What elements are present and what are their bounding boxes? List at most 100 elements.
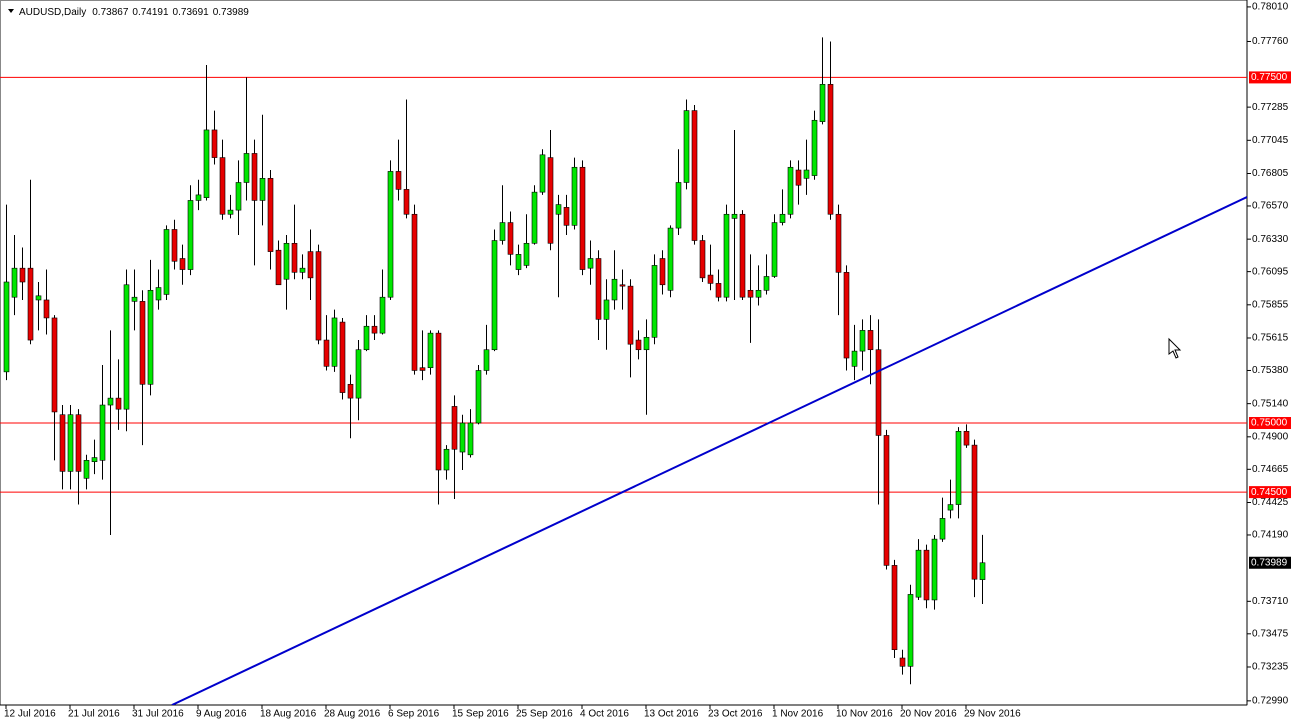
candle-body bbox=[947, 504, 954, 511]
candle-body bbox=[907, 594, 914, 667]
candle-body bbox=[779, 213, 786, 223]
y-tick-label: 0.76095 bbox=[1252, 266, 1289, 277]
candle-body bbox=[659, 258, 666, 286]
candle-body bbox=[643, 336, 650, 351]
x-tick-label: 20 Nov 2016 bbox=[900, 709, 957, 720]
candle-body bbox=[275, 249, 282, 286]
candle-body bbox=[875, 349, 882, 436]
candle-body bbox=[187, 200, 194, 270]
candle-body bbox=[131, 296, 138, 302]
candle-body bbox=[963, 430, 970, 446]
candle-body bbox=[835, 213, 842, 273]
candle-body bbox=[867, 330, 874, 351]
mouse-cursor bbox=[1168, 337, 1182, 359]
header-low: 0.73691 bbox=[173, 7, 210, 18]
candle-body bbox=[971, 444, 978, 580]
candle-body bbox=[955, 430, 962, 505]
y-tick-label: 0.74425 bbox=[1252, 497, 1289, 508]
candle-body bbox=[683, 110, 690, 183]
candle-body bbox=[43, 299, 50, 319]
x-tick-label: 12 Jul 2016 bbox=[4, 709, 56, 720]
candle-body bbox=[251, 153, 258, 201]
candle-body bbox=[611, 278, 618, 301]
candle-body bbox=[371, 325, 378, 334]
level-label-box bbox=[1249, 417, 1291, 429]
candle-body bbox=[675, 182, 682, 229]
candle-body bbox=[307, 251, 314, 279]
candle-body bbox=[555, 204, 562, 215]
y-tick-label: 0.74665 bbox=[1252, 464, 1289, 475]
candles bbox=[3, 37, 986, 685]
candle-body bbox=[211, 129, 218, 158]
x-tick-label: 21 Jul 2016 bbox=[68, 709, 120, 720]
y-tick-label: 0.73475 bbox=[1252, 628, 1289, 639]
y-tick-label: 0.73710 bbox=[1252, 596, 1289, 607]
candle-body bbox=[395, 171, 402, 190]
level-label-box bbox=[1249, 71, 1291, 84]
y-tick-label: 0.75855 bbox=[1252, 299, 1289, 310]
x-tick-label: 15 Sep 2016 bbox=[452, 709, 509, 720]
y-tick-label: 0.75615 bbox=[1252, 333, 1289, 344]
candle-body bbox=[499, 222, 506, 241]
candle-body bbox=[35, 295, 42, 301]
candle-body bbox=[795, 169, 802, 186]
candle-body bbox=[723, 213, 730, 298]
candle-body bbox=[403, 189, 410, 215]
candle-body bbox=[107, 397, 114, 406]
candle-body bbox=[851, 350, 858, 367]
candle-body bbox=[619, 284, 626, 287]
candle-body bbox=[67, 414, 74, 472]
candle-body bbox=[507, 222, 514, 255]
candle-body bbox=[347, 383, 354, 399]
candle-body bbox=[467, 422, 474, 456]
candle-body bbox=[219, 157, 226, 215]
candle-body bbox=[731, 213, 738, 219]
candle-body bbox=[787, 166, 794, 215]
candle-body bbox=[667, 227, 674, 291]
x-tick-label: 6 Sep 2016 bbox=[388, 709, 440, 720]
candle-body bbox=[707, 274, 714, 284]
level-label: 0.77500 bbox=[1251, 72, 1288, 83]
candle-body bbox=[531, 191, 538, 244]
x-tick-label: 9 Aug 2016 bbox=[196, 709, 247, 720]
candle-body bbox=[539, 154, 546, 193]
candle-body bbox=[443, 448, 450, 471]
y-tick-label: 0.77285 bbox=[1252, 102, 1289, 113]
candle-body bbox=[699, 240, 706, 279]
level-label: 0.74500 bbox=[1251, 487, 1288, 498]
candle-body bbox=[523, 242, 530, 266]
candle-body bbox=[547, 157, 554, 244]
candle-body bbox=[147, 289, 154, 385]
candle-body bbox=[587, 258, 594, 269]
candle-body bbox=[771, 222, 778, 277]
candle-body bbox=[27, 267, 34, 341]
candle-body bbox=[819, 84, 826, 122]
candle-body bbox=[475, 370, 482, 424]
candle-body bbox=[803, 169, 810, 179]
menu-arrow[interactable] bbox=[8, 9, 14, 13]
candle-body bbox=[931, 538, 938, 601]
x-tick-label: 4 Oct 2016 bbox=[580, 709, 629, 720]
trend-line bbox=[171, 196, 1247, 705]
candle-body bbox=[291, 242, 298, 273]
candle-body bbox=[627, 285, 634, 345]
x-tick-label: 31 Jul 2016 bbox=[132, 709, 184, 720]
header-open: 0.73867 bbox=[92, 7, 129, 18]
candle-body bbox=[59, 414, 66, 472]
candle-body bbox=[163, 229, 170, 295]
level-label-box bbox=[1249, 486, 1291, 499]
candle-body bbox=[155, 287, 162, 301]
candle-body bbox=[515, 254, 522, 270]
x-tick-label: 13 Oct 2016 bbox=[644, 709, 699, 720]
last-price-box bbox=[1249, 556, 1291, 569]
candle-body bbox=[571, 166, 578, 226]
candle-body bbox=[75, 414, 82, 472]
candle-body bbox=[235, 182, 242, 211]
candle-body bbox=[603, 299, 610, 320]
level-label: 0.75000 bbox=[1251, 418, 1288, 429]
candle-body bbox=[99, 404, 106, 461]
candle-body bbox=[915, 549, 922, 598]
x-tick-label: 1 Nov 2016 bbox=[772, 709, 824, 720]
candle-body bbox=[91, 457, 98, 463]
